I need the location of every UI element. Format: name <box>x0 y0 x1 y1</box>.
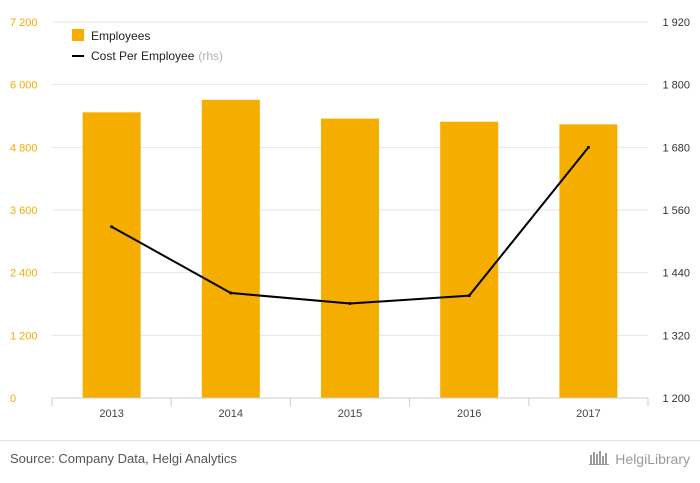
source-note: Source: Company Data, Helgi Analytics <box>10 451 237 466</box>
bar-employees <box>82 112 141 398</box>
point-cost-per-employee <box>586 145 590 149</box>
point-cost-per-employee <box>229 291 233 295</box>
legend: Employees Cost Per Employee (rhs) <box>72 29 223 63</box>
bar-employees <box>321 118 379 398</box>
legend-label-employees: Employees <box>91 29 150 43</box>
bar-employees <box>201 99 260 399</box>
y-right-tick-label: 1 680 <box>662 142 690 154</box>
bar-employees <box>559 124 618 398</box>
point-cost-per-employee <box>110 225 114 229</box>
x-tick-label: 2015 <box>338 408 362 420</box>
y-left-tick-label: 4 800 <box>10 142 38 154</box>
x-tick-label: 2016 <box>457 408 481 420</box>
brand-name: HelgiLibrary <box>615 450 690 467</box>
y-right-tick-label: 1 320 <box>662 330 690 342</box>
employees-bars <box>82 99 618 399</box>
y-right-tick-label: 1 440 <box>662 268 690 280</box>
footer-divider <box>0 440 700 441</box>
legend-series-name: Cost Per Employee <box>91 49 195 63</box>
point-cost-per-employee <box>348 301 352 305</box>
y-left-tick-label: 0 <box>10 393 16 405</box>
axes: 0 1 200 2 400 3 600 4 800 6 000 7 200 1 200 1 32… <box>10 17 690 420</box>
x-tick-label: 2013 <box>99 408 123 420</box>
point-cost-per-employee <box>467 294 471 298</box>
bar-employees <box>440 121 499 398</box>
brand: HelgiLibrary <box>589 449 690 468</box>
cost-per-employee-line-group <box>110 145 590 305</box>
legend-label-cost-per-employee: Cost Per Employee (rhs) <box>91 49 223 63</box>
y-right-tick-label: 1 560 <box>662 205 690 217</box>
helgi-library-logo-icon <box>589 449 611 468</box>
x-tick-label: 2017 <box>576 408 600 420</box>
y-left-tick-label: 2 400 <box>10 268 38 280</box>
y-left-tick-label: 1 200 <box>10 330 38 342</box>
y-right-tick-label: 1 200 <box>662 393 690 405</box>
y-left-tick-label: 6 000 <box>10 80 38 92</box>
y-left-tick-label: 3 600 <box>10 205 38 217</box>
chart: 0 1 200 2 400 3 600 4 800 6 000 7 200 1 200 1 32… <box>10 17 690 420</box>
legend-swatch-employees <box>72 29 84 41</box>
x-tick-label: 2014 <box>219 408 243 420</box>
y-right-tick-label: 1 800 <box>662 80 690 92</box>
y-left-tick-label: 7 200 <box>10 17 38 29</box>
legend-series-note: (rhs) <box>198 49 223 63</box>
y-right-tick-label: 1 920 <box>662 17 690 29</box>
